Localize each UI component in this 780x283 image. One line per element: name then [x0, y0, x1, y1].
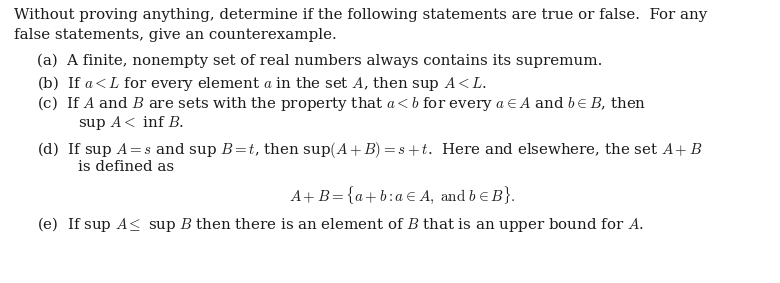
Text: (d)  If sup $A = s$ and sup $B = t$, then sup$(A + B) = s + t$.  Here and elsewh: (d) If sup $A = s$ and sup $B = t$, then…: [37, 140, 703, 160]
Text: Without proving anything, determine if the following statements are true or fals: Without proving anything, determine if t…: [14, 8, 707, 22]
Text: (a)  A finite, nonempty set of real numbers always contains its supremum.: (a) A finite, nonempty set of real numbe…: [37, 53, 603, 68]
Text: $A + B = \{a + b : a \in A, \ \mathrm{and}\ b \in B\}.$: $A + B = \{a + b : a \in A, \ \mathrm{an…: [289, 185, 516, 206]
Text: (c)  If $A$ and $B$ are sets with the property that $a < b$ for every $a \in A$ : (c) If $A$ and $B$ are sets with the pro…: [37, 94, 647, 113]
Text: false statements, give an counterexample.: false statements, give an counterexample…: [14, 28, 337, 42]
Text: (e)  If sup $A \leq$ sup $B$ then there is an element of $B$ that is an upper bo: (e) If sup $A \leq$ sup $B$ then there i…: [37, 215, 644, 234]
Text: sup $A <$ inf $B$.: sup $A <$ inf $B$.: [78, 114, 184, 132]
Text: is defined as: is defined as: [78, 160, 174, 174]
Text: (b)  If $a < L$ for every element $a$ in the set $A$, then sup $A < L$.: (b) If $a < L$ for every element $a$ in …: [37, 74, 487, 93]
